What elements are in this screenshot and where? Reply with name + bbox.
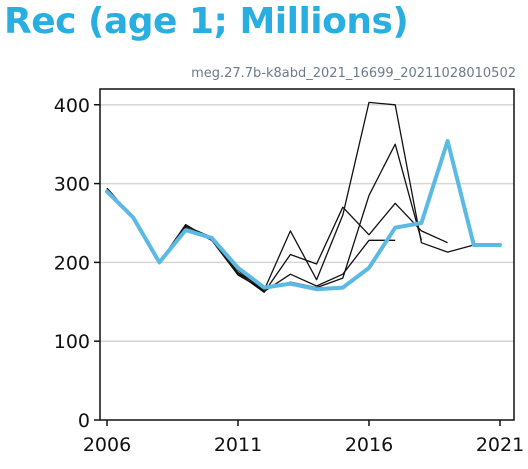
x-axis-ticks: 2006 2011 2016 2021 bbox=[83, 420, 524, 456]
history-series-2 bbox=[106, 143, 423, 290]
y-axis-ticks: 0 100 200 300 400 bbox=[54, 95, 100, 432]
y-tick-label-2: 200 bbox=[54, 252, 90, 274]
y-tick-label-0: 0 bbox=[78, 410, 90, 432]
y-tick-label-3: 300 bbox=[54, 174, 90, 196]
plot-frame bbox=[99, 88, 515, 421]
y-tick-label-1: 100 bbox=[54, 331, 90, 353]
y-tick-label-4: 400 bbox=[54, 95, 90, 117]
highlight-line bbox=[105, 139, 502, 292]
current-assessment-series bbox=[105, 139, 502, 292]
x-tick-label-3: 2021 bbox=[476, 434, 524, 456]
grid-lines bbox=[100, 104, 514, 342]
chart-subtitle: meg.27.7b-k8abd_2021_16699_2021102801050… bbox=[191, 66, 516, 81]
x-tick-label-0: 2006 bbox=[83, 434, 131, 456]
history-lines bbox=[106, 101, 474, 293]
axes bbox=[99, 88, 515, 421]
chart-title: Rec (age 1; Millions) bbox=[4, 1, 409, 42]
x-tick-label-2: 2016 bbox=[345, 434, 393, 456]
history-series-3 bbox=[106, 187, 448, 293]
x-tick-label-1: 2011 bbox=[214, 434, 262, 456]
